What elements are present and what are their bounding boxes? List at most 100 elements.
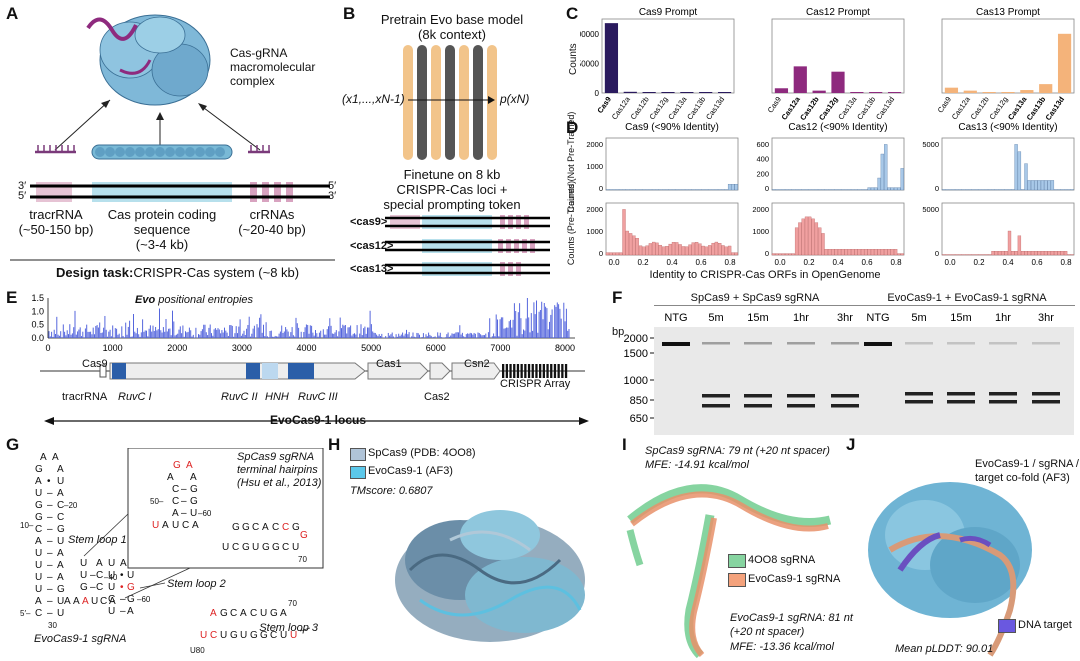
gel-group-2: EvoCas9-1 + EvoCas9-1 sgRNA xyxy=(887,292,1047,304)
hist-x-tick: 0.8 xyxy=(890,258,902,267)
svg-text:–: – xyxy=(47,572,53,583)
hist-bar xyxy=(638,245,643,256)
hist-bar xyxy=(685,246,689,256)
panel-a-graphic xyxy=(10,14,335,261)
legend-dna-target: DNA target xyxy=(1018,619,1072,631)
hist-bar xyxy=(1007,230,1012,256)
tm-score: TMscore: 0.6807 xyxy=(350,485,433,497)
svg-text:U: U xyxy=(152,520,159,531)
svg-text:–: – xyxy=(47,596,53,607)
bar xyxy=(982,92,996,93)
bar xyxy=(831,71,845,93)
hist-bar xyxy=(625,230,629,256)
hist-bar xyxy=(632,235,636,256)
hist-bar xyxy=(1024,251,1028,256)
entropy-y-tick: 1.5 xyxy=(31,293,44,303)
legend-spcas9: SpCas9 (PDB: 4OO8) xyxy=(368,447,476,459)
svg-text:U: U xyxy=(35,488,42,499)
svg-text:A: A xyxy=(82,596,89,607)
cofold-title-1: EvoCas9-1 / sgRNA / xyxy=(975,458,1079,470)
svg-text:G: G xyxy=(80,582,88,593)
legend-swatch-dna-target xyxy=(998,619,1016,633)
gel-band-cut-upper xyxy=(905,392,933,396)
svg-text:A: A xyxy=(162,520,169,531)
svg-text:–: – xyxy=(181,508,187,519)
entropy-x-tick: 7000 xyxy=(490,343,510,353)
svg-text:A: A xyxy=(280,608,287,619)
spcas9-sgrna-mfe: MFE: -14.91 kcal/mol xyxy=(645,459,749,471)
structure-overlay-image xyxy=(395,510,585,642)
hist-bar xyxy=(1040,251,1045,256)
domain-block xyxy=(262,363,278,379)
svg-text:G: G xyxy=(272,542,280,553)
panel-label-d: D xyxy=(566,118,579,137)
bar xyxy=(623,91,637,93)
svg-text:U: U xyxy=(35,560,42,571)
hist-bar xyxy=(857,249,861,256)
svg-text:U: U xyxy=(108,582,115,593)
hist-bar xyxy=(824,249,828,256)
svg-text:C: C xyxy=(57,500,64,511)
svg-text:30: 30 xyxy=(48,621,57,630)
gel-band-uncut xyxy=(1032,342,1060,345)
svg-text:G: G xyxy=(173,460,181,471)
hist-y-tick: 0 xyxy=(935,184,939,193)
entropy-y-tick: 0.0 xyxy=(31,333,44,343)
hist-bar xyxy=(804,216,809,256)
hist-bar xyxy=(1004,251,1008,256)
hist-bar xyxy=(870,249,875,256)
crispr-repeat xyxy=(546,364,549,378)
bar xyxy=(717,92,732,93)
tracr-length: (~50-150 bp) xyxy=(18,222,94,237)
csn2-gene xyxy=(451,362,501,380)
hist-x-tick: 0.6 xyxy=(695,258,707,267)
tracr-block xyxy=(99,364,107,378)
svg-text:U: U xyxy=(127,570,134,581)
panel-label-g: G xyxy=(6,435,20,454)
hist-bar xyxy=(718,243,722,256)
entropy-x-tick: 0 xyxy=(45,343,50,353)
svg-text:•: • xyxy=(47,476,51,487)
label-crispr-array: CRISPR Array xyxy=(500,378,571,390)
cas1-gene xyxy=(367,362,429,380)
gel-image: NTG 5m 15m 1hr 3hr NTG 5m 15m 1hr 3hr 2000 1500 1000… xyxy=(624,305,1075,435)
hist-x-tick: 0.4 xyxy=(1002,258,1014,267)
legend-evocas9: EvoCas9-1 (AF3) xyxy=(368,465,453,477)
hist-bar xyxy=(1054,251,1058,256)
svg-text:U: U xyxy=(222,542,229,553)
hist-bar xyxy=(612,252,616,256)
hist-x-tick: 0.4 xyxy=(666,258,678,267)
hist-bar xyxy=(1037,180,1041,191)
svg-text:U: U xyxy=(57,608,64,619)
hist-bar xyxy=(880,153,885,191)
bar xyxy=(699,92,713,93)
gel-lane-label: 1hr xyxy=(793,312,809,324)
hist-bar xyxy=(1021,251,1025,256)
hist-bar xyxy=(808,216,812,256)
hist-bar xyxy=(893,187,898,191)
hist-y-tick: 1000 xyxy=(752,227,769,236)
inset-title-3: (Hsu et al., 2013) xyxy=(237,477,322,489)
svg-text:A: A xyxy=(186,460,193,471)
hist-bar xyxy=(724,246,728,256)
panel-e-chart: 1.5 1.0 0.5 0.00 1000 2000 3000 4000 5000 6000 700… xyxy=(31,293,589,425)
locus-arrowhead-left xyxy=(44,417,54,425)
dna-5prime-right: 5′ xyxy=(328,180,337,192)
domain-block xyxy=(288,363,314,379)
svg-text:U: U xyxy=(80,570,87,581)
svg-text:A: A xyxy=(190,472,197,483)
bar-chart-title: Cas13 Prompt xyxy=(976,7,1040,18)
svg-text:A: A xyxy=(210,608,217,619)
hist-bar xyxy=(1044,251,1048,256)
hist-bar xyxy=(897,187,901,191)
legend-evocas9-sgrna: EvoCas9-1 sgRNA xyxy=(748,573,841,585)
finetune-line3: special prompting token xyxy=(383,197,521,212)
cas2-gene xyxy=(429,362,451,380)
svg-text:A: A xyxy=(167,472,174,483)
panel-c-chart: Cas9 Prompt100000500000Cas9Cas12aCas12bC… xyxy=(580,7,1075,122)
hist-bar xyxy=(721,245,725,256)
svg-text:U: U xyxy=(172,520,179,531)
svg-text:C: C xyxy=(35,524,42,535)
hist-y-tick: 2000 xyxy=(586,205,603,214)
